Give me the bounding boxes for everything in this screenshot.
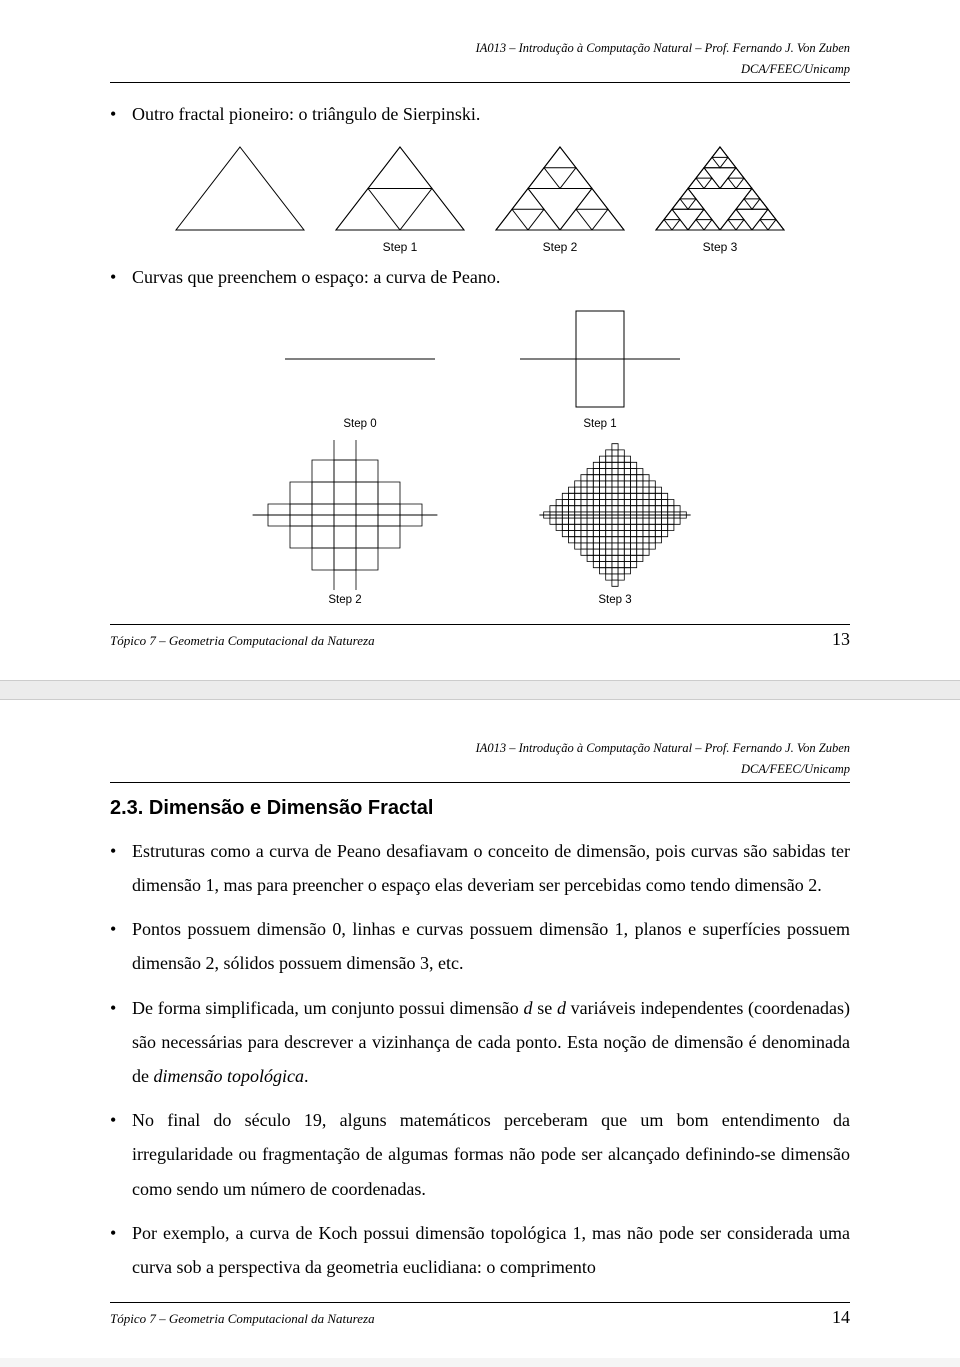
bullet-text: No final do século 19, alguns matemático…: [132, 1103, 850, 1206]
bullet-icon: •: [110, 97, 132, 131]
bullet-sierpinski: • Outro fractal pioneiro: o triângulo de…: [110, 97, 850, 131]
section-heading: 2.3. Dimensão e Dimensão Fractal: [110, 797, 850, 820]
footer-topic: Tópico 7 – Geometria Computacional da Na…: [110, 633, 375, 649]
sierpinski-step0: [170, 141, 310, 254]
sierpinski-step1: Step 1: [330, 141, 470, 254]
sierpinski-figure-row: Step 1 Step 2 Step 3: [110, 141, 850, 254]
peano-label-3: Step 3: [598, 594, 631, 606]
list-item: •De forma simplificada, um conjunto poss…: [110, 991, 850, 1094]
page-13: IA013 – Introdução à Computação Natural …: [0, 0, 960, 680]
bullet-text: Outro fractal pioneiro: o triângulo de S…: [132, 97, 850, 131]
header-line2: DCA/FEEC/Unicamp: [110, 761, 850, 778]
sierpinski-label-2: Step 2: [543, 240, 578, 254]
footer-row: Tópico 7 – Geometria Computacional da Na…: [110, 629, 850, 650]
bullet-icon: •: [110, 834, 132, 902]
peano-label-0: Step 0: [343, 418, 376, 430]
peano-svg-1: [515, 304, 685, 414]
sierpinski-svg-0: [170, 141, 310, 236]
footer-topic: Tópico 7 – Geometria Computacional da Na…: [110, 1311, 375, 1327]
list-item: •Por exemplo, a curva de Koch possui dim…: [110, 1216, 850, 1284]
peano-svg-3: [515, 440, 715, 590]
bullet-icon: •: [110, 991, 132, 1094]
sierpinski-label-0: [238, 240, 241, 254]
peano-row-2: Step 2 Step 3: [110, 440, 850, 606]
peano-step0: Step 0: [275, 304, 445, 430]
bullet-icon: •: [110, 1103, 132, 1206]
sierpinski-svg-1: [330, 141, 470, 236]
footer-rule: [110, 1302, 850, 1303]
page-divider: [0, 680, 960, 700]
peano-label-1: Step 1: [583, 418, 616, 430]
peano-row-1: Step 0 Step 1: [110, 304, 850, 430]
bullet-text: Curvas que preenchem o espaço: a curva d…: [132, 260, 850, 294]
bullet-text: Por exemplo, a curva de Koch possui dime…: [132, 1216, 850, 1284]
bullet-text: Pontos possuem dimensão 0, linhas e curv…: [132, 912, 850, 980]
sierpinski-label-1: Step 1: [383, 240, 418, 254]
page-number: 14: [832, 1307, 850, 1328]
sierpinski-step2: Step 2: [490, 141, 630, 254]
sierpinski-svg-2: [490, 141, 630, 236]
header-rule: [110, 82, 850, 83]
header-line1: IA013 – Introdução à Computação Natural …: [110, 740, 850, 757]
page-14: IA013 – Introdução à Computação Natural …: [0, 700, 960, 1358]
header-line2: DCA/FEEC/Unicamp: [110, 61, 850, 78]
sierpinski-step3: Step 3: [650, 141, 790, 254]
bullet-peano: • Curvas que preenchem o espaço: a curva…: [110, 260, 850, 294]
bullet-icon: •: [110, 912, 132, 980]
peano-step2: Step 2: [245, 440, 445, 606]
bullet-text: Estruturas como a curva de Peano desafia…: [132, 834, 850, 902]
list-item: •Estruturas como a curva de Peano desafi…: [110, 834, 850, 902]
bullet-icon: •: [110, 260, 132, 294]
bullet-icon: •: [110, 1216, 132, 1284]
bullet-list: •Estruturas como a curva de Peano desafi…: [110, 834, 850, 1284]
peano-label-2: Step 2: [328, 594, 361, 606]
peano-step1: Step 1: [515, 304, 685, 430]
sierpinski-svg-3: [650, 141, 790, 236]
bullet-text: De forma simplificada, um conjunto possu…: [132, 991, 850, 1094]
peano-step3: Step 3: [515, 440, 715, 606]
header-line1: IA013 – Introdução à Computação Natural …: [110, 40, 850, 57]
list-item: •No final do século 19, alguns matemátic…: [110, 1103, 850, 1206]
sierpinski-label-3: Step 3: [703, 240, 738, 254]
footer-rule: [110, 624, 850, 625]
page-number: 13: [832, 629, 850, 650]
list-item: •Pontos possuem dimensão 0, linhas e cur…: [110, 912, 850, 980]
peano-svg-2: [245, 440, 445, 590]
footer-row: Tópico 7 – Geometria Computacional da Na…: [110, 1307, 850, 1328]
peano-svg-0: [275, 304, 445, 414]
header-rule: [110, 782, 850, 783]
